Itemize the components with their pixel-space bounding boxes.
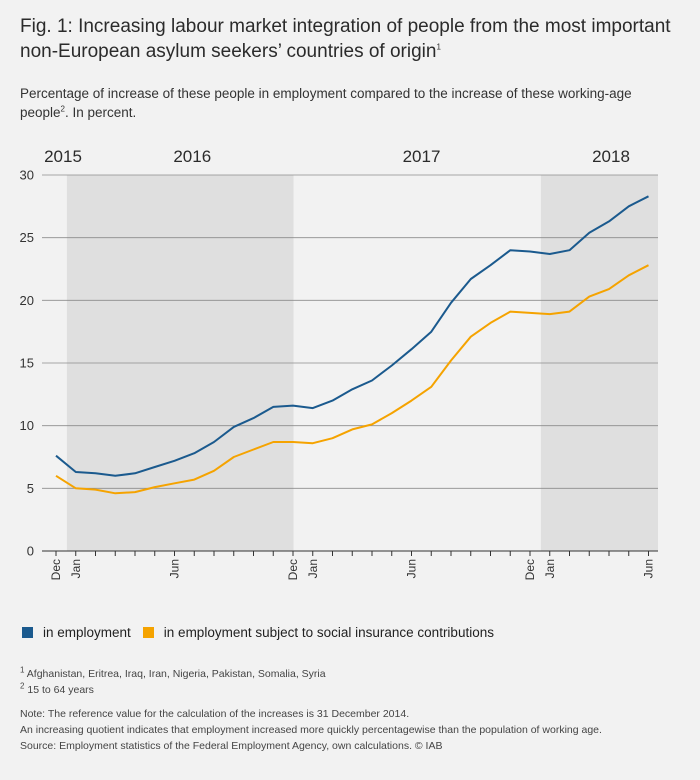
x-tick-label-12: Dec <box>286 559 300 580</box>
footnotes: 1 Afghanistan, Eritrea, Iraq, Iran, Nige… <box>20 666 690 754</box>
legend-swatch-social-insurance <box>142 627 154 638</box>
footnote-1-text: Afghanistan, Eritrea, Iraq, Iran, Nigeri… <box>26 668 326 680</box>
chart-title-text: Fig. 1: Increasing labour market integra… <box>20 16 671 62</box>
x-tick-label-18: Jun <box>405 559 419 578</box>
x-tick-label-30: Jun <box>642 559 656 578</box>
chart-title: Fig. 1: Increasing labour market integra… <box>20 14 690 64</box>
legend-label-social-insurance: in employment subject to social insuranc… <box>163 625 494 640</box>
year-label-2015: 2015 <box>44 147 82 166</box>
y-tick-label-15: 15 <box>20 356 34 371</box>
chart-subtitle: Percentage of increase of these people i… <box>20 84 680 122</box>
year-label-2017: 2017 <box>403 147 441 166</box>
x-tick-label-24: Dec <box>523 559 537 580</box>
y-tick-label-0: 0 <box>27 544 34 559</box>
series-line-employment <box>55 195 649 477</box>
footnote-1: 1 Afghanistan, Eritrea, Iraq, Iran, Nige… <box>20 666 690 682</box>
y-tick-label-30: 30 <box>20 168 34 183</box>
x-tick-label-6: Jun <box>168 559 182 578</box>
y-tick-label-20: 20 <box>20 293 34 308</box>
legend: in employment in employment subject to s… <box>22 625 506 640</box>
legend-label-employment: in employment <box>43 625 131 640</box>
y-tick-label-25: 25 <box>20 230 34 245</box>
subtitle-text: Percentage of increase of these people i… <box>20 86 632 120</box>
series-line-social-insurance <box>55 264 649 495</box>
subtitle-tail: . In percent. <box>65 105 137 120</box>
note-reference: Note: The reference value for the calcul… <box>20 708 410 720</box>
title-footnote-marker: 1 <box>436 42 441 52</box>
legend-item-employment: in employment <box>22 625 131 640</box>
y-tick-label-5: 5 <box>27 481 34 496</box>
x-tick-label-0: Dec <box>49 559 63 580</box>
year-label-2016: 2016 <box>173 147 211 166</box>
x-tick-label-13: Jan <box>306 559 320 578</box>
footnote-2-marker: 2 <box>20 681 25 691</box>
y-tick-label-10: 10 <box>20 418 34 433</box>
footnote-2: 2 15 to 64 years <box>20 682 690 698</box>
legend-item-social-insurance: in employment subject to social insuranc… <box>142 625 494 640</box>
line-chart: 0 5 10 15 20 25 30 Dec Jan Jun Dec Jan Jun Dec Jan Jun 2… <box>20 147 658 580</box>
legend-swatch-employment <box>22 627 33 638</box>
footnote-1-marker: 1 <box>20 665 25 675</box>
footnote-2-text: 15 to 64 years <box>27 684 94 696</box>
x-tick-label-25: Jan <box>543 559 557 578</box>
subtitle-footnote-marker: 2 <box>60 104 65 114</box>
x-tick-label-1: Jan <box>69 559 83 578</box>
source-note: Source: Employment statistics of the Fed… <box>20 740 443 752</box>
year-label-2018: 2018 <box>592 147 630 166</box>
note-quotient: An increasing quotient indicates that em… <box>20 724 602 736</box>
